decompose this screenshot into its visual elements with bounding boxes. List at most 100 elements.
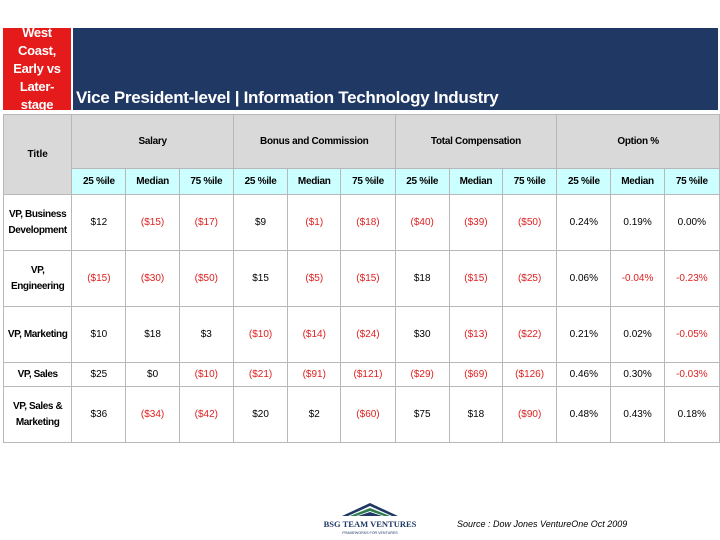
bsg-logo: BSG TEAM VENTURES FRAMEWORKS FOR VENTURE… (324, 503, 417, 535)
table-cell: 0.21% (556, 306, 612, 363)
table-cell: ($15) (340, 250, 396, 307)
table-cell: $2 (287, 386, 342, 443)
subheader-cell: Median (125, 168, 180, 195)
table-row: VP, Business Development $12 ($15) ($17) $9(… (2, 194, 720, 251)
table-cell: ($13) (448, 306, 504, 363)
subheader-cell: Median (287, 168, 342, 195)
region-tag-line-3: stage (20, 97, 54, 112)
table-cell: $36 (71, 386, 127, 443)
table-cell: ($1) (287, 194, 342, 251)
table-cell: ($50) (178, 250, 234, 307)
table-cell: ($126) (502, 362, 558, 387)
table-cell: 0.02% (610, 306, 665, 363)
table-cell: 0.24% (556, 194, 612, 251)
table-cell: $18 (125, 306, 180, 363)
group-header-total-compensation: Total Compensation (394, 114, 558, 169)
subheader-cell: 25 %ile (71, 168, 127, 195)
table-cell: ($40) (394, 194, 450, 251)
table-cell: ($10) (232, 306, 289, 363)
subheader-row: 25 %ile Median 75 %ile 25 %ile Median 75… (4, 168, 720, 195)
table-cell: ($121) (340, 362, 396, 387)
subheader-cell: 25 %ile (232, 168, 289, 195)
row-title: VP, Sales & Marketing (2, 386, 73, 443)
table-cell: ($15) (125, 194, 180, 251)
table-cell: $18 (394, 250, 450, 307)
logo-mark-icon (342, 503, 398, 516)
table-row: VP, Sales & Marketing $36 ($34) ($42) $20 $2(… (2, 386, 720, 443)
table-body: VP, Business Development $12 ($15) ($17) $9(… (2, 194, 720, 443)
source-note: Source : Dow Jones VentureOne Oct 2009 (457, 519, 628, 529)
subheader-cell: 75 %ile (178, 168, 234, 195)
table-cell: ($10) (178, 362, 234, 387)
table-cell: 0.00% (663, 194, 720, 251)
logo-tagline: FRAMEWORKS FOR VENTURES (342, 531, 398, 535)
subheader-cell: 75 %ile (502, 168, 558, 195)
table-cell: ($21) (232, 362, 289, 387)
region-tag-line-2: Early vs Later- (13, 61, 61, 94)
table-cell: $0 (125, 362, 180, 387)
table-cell: ($50) (502, 194, 558, 251)
table-cell: -0.05% (663, 306, 720, 363)
table-cell: 0.06% (556, 250, 612, 307)
table-cell: ($69) (448, 362, 504, 387)
table-row: VP, Engineering ($15) ($30) ($50) $15 ($5) ($1… (2, 250, 720, 307)
group-header-salary: Salary (71, 114, 234, 169)
table-cell: $20 (232, 386, 289, 443)
table-cell: $18 (448, 386, 504, 443)
table-cell: ($22) (502, 306, 558, 363)
table-cell: ($90) (502, 386, 558, 443)
table-cell: 0.18% (663, 386, 720, 443)
subheader-cell: 25 %ile (556, 168, 612, 195)
table-cell: ($14) (287, 306, 342, 363)
table-row: VP, Sales $25 $0 ($10) ($21) ($91) ($121) ($29)… (2, 362, 720, 387)
group-header-option: Option % (556, 114, 720, 169)
table-cell: ($34) (125, 386, 180, 443)
table-cell: -0.03% (663, 362, 720, 387)
table-cell: ($24) (340, 306, 396, 363)
table-cell: ($18) (340, 194, 396, 251)
table-cell: ($15) (71, 250, 127, 307)
row-title: VP, Sales (2, 362, 73, 387)
row-title: VP, Business Development (2, 194, 73, 251)
table-cell: $10 (71, 306, 127, 363)
table-row: VP, Marketing $10 $18 $3 ($10) ($14) ($24) $30(… (2, 306, 720, 363)
group-header-row: Title Salary Bonus and Commission Total … (2, 114, 720, 195)
row-title: VP, Engineering (2, 250, 73, 307)
table-cell: -0.23% (663, 250, 720, 307)
table-cell: ($42) (178, 386, 234, 443)
table-cell: $75 (394, 386, 450, 443)
table-cell: 0.19% (610, 194, 665, 251)
table-cell: 0.46% (556, 362, 612, 387)
table-cell: ($39) (448, 194, 504, 251)
subheader-cell: 75 %ile (663, 168, 720, 195)
table-cell: ($15) (448, 250, 504, 307)
table-cell: $12 (71, 194, 127, 251)
table-cell: 0.48% (556, 386, 612, 443)
logo-name: BSG TEAM VENTURES (324, 519, 417, 529)
table-cell: ($5) (287, 250, 342, 307)
table-cell: $30 (394, 306, 450, 363)
table-cell: ($25) (502, 250, 558, 307)
table-cell: $15 (232, 250, 289, 307)
row-title: VP, Marketing (2, 306, 73, 363)
table-cell: $3 (178, 306, 234, 363)
table-cell: -0.04% (610, 250, 665, 307)
subheader-cell: 25 %ile (394, 168, 450, 195)
table-cell: 0.43% (610, 386, 665, 443)
table-cell: 0.30% (610, 362, 665, 387)
table-cell: ($91) (287, 362, 342, 387)
title-header: Title (2, 114, 73, 195)
table-cell: ($30) (125, 250, 180, 307)
banner-title: Vice President-level | Information Techn… (76, 88, 499, 107)
table-cell: ($29) (394, 362, 450, 387)
table-cell: ($17) (178, 194, 234, 251)
subheader-cell: 75 %ile (340, 168, 396, 195)
title-banner: Vice President-level | Information Techn… (73, 28, 718, 110)
table-cell: ($60) (340, 386, 396, 443)
compensation-table: Title Salary Bonus and Commission Total … (2, 114, 720, 443)
region-tag-line-1: West Coast, (18, 25, 56, 58)
group-header-bonus: Bonus and Commission (232, 114, 396, 169)
subheader-cell: Median (610, 168, 665, 195)
region-tag: West Coast, Early vs Later- stage (3, 25, 71, 112)
table-cell: $25 (71, 362, 127, 387)
